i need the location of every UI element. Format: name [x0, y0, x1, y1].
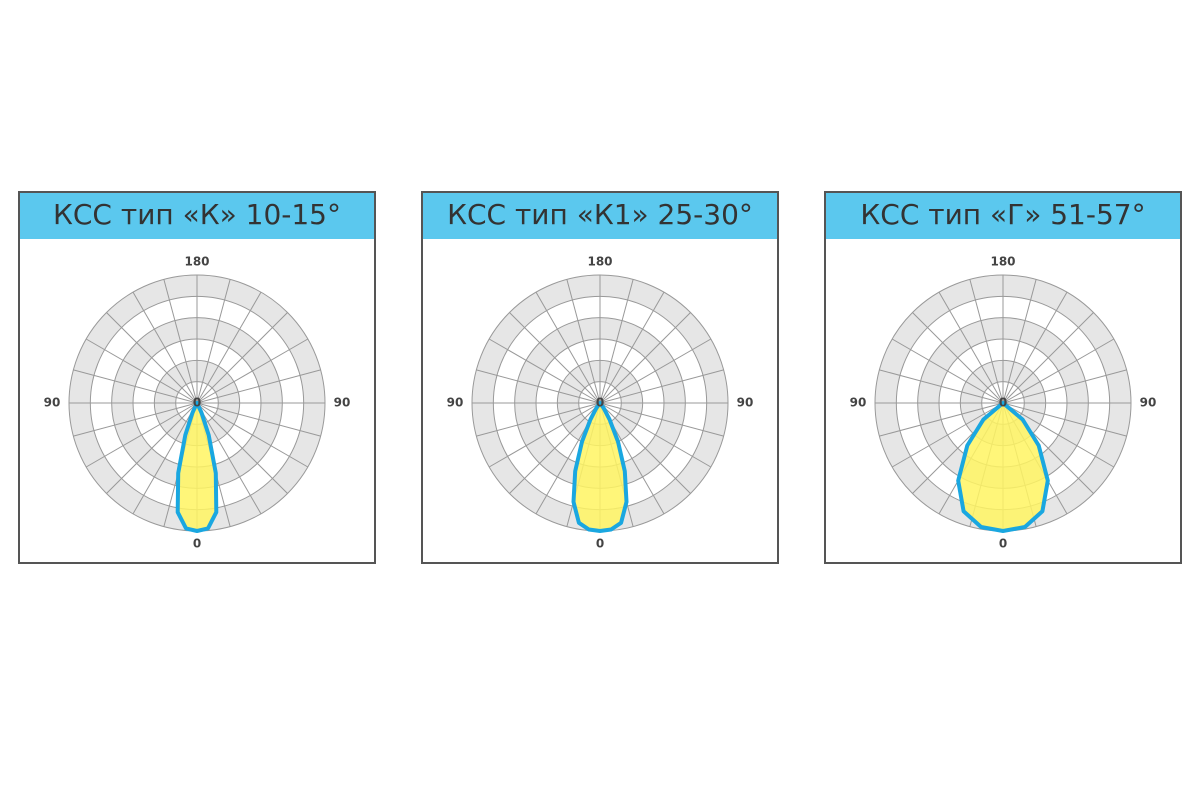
spoke: [85, 338, 198, 404]
chart: КСС тип «Г» 51-57° 0 90 180 90 0: [824, 191, 1182, 564]
panel-header: [20, 193, 374, 239]
spoke: [599, 402, 724, 437]
spoke: [163, 279, 198, 404]
distribution-curve: [571, 401, 629, 533]
center-label: 0: [596, 396, 604, 410]
angle-label: 90: [334, 396, 351, 410]
panel-title: КСС тип «Г» 51-57°: [860, 198, 1145, 231]
angle-label: 0: [193, 537, 201, 551]
spoke: [106, 312, 198, 404]
spoke: [599, 338, 712, 404]
spoke: [1002, 369, 1127, 404]
panel-header: [826, 193, 1180, 239]
spoke: [476, 402, 601, 437]
spoke: [85, 402, 198, 468]
angle-label: 90: [447, 396, 464, 410]
angle-label: 90: [44, 396, 61, 410]
spoke: [196, 402, 321, 437]
spoke: [1002, 338, 1115, 404]
spoke: [196, 402, 262, 515]
spoke: [196, 402, 288, 494]
angle-label: 90: [737, 396, 754, 410]
spoke: [73, 369, 198, 404]
spoke: [912, 312, 1004, 404]
spoke: [132, 402, 198, 515]
spoke: [938, 291, 1004, 404]
spoke: [488, 338, 601, 404]
spoke: [196, 279, 231, 404]
spoke: [599, 402, 691, 494]
spoke: [509, 312, 601, 404]
spoke: [599, 312, 691, 404]
spoke: [196, 291, 262, 404]
angle-label: 90: [1140, 396, 1157, 410]
spoke: [1002, 279, 1037, 404]
spoke: [535, 291, 601, 404]
angle-label: 90: [850, 396, 867, 410]
angle-label: 0: [999, 537, 1007, 551]
angle-label: 180: [990, 255, 1015, 269]
spoke: [891, 338, 1004, 404]
spoke: [196, 312, 288, 404]
chart: КСС тип «К» 10-15° 0 90 180 90 0: [18, 191, 376, 564]
angle-label: 0: [596, 537, 604, 551]
spoke: [73, 402, 198, 437]
spoke: [1002, 312, 1094, 404]
spoke: [488, 402, 601, 468]
spoke: [879, 402, 1004, 437]
spoke: [196, 369, 321, 404]
spoke: [196, 338, 309, 404]
spoke: [106, 402, 198, 494]
panel-title: КСС тип «К» 10-15°: [53, 198, 341, 231]
distribution-curve: [175, 401, 219, 533]
angle-label: 180: [587, 255, 612, 269]
spoke: [879, 369, 1004, 404]
chart: КСС тип «К1» 25-30° 0 90 180 90 0: [421, 191, 779, 564]
panel-header: [423, 193, 777, 239]
spoke: [969, 279, 1004, 404]
center-label: 0: [999, 396, 1007, 410]
panel-title: КСС тип «К1» 25-30°: [447, 198, 753, 231]
spoke: [132, 291, 198, 404]
spoke: [1002, 402, 1127, 437]
spoke: [1002, 291, 1068, 404]
spoke: [599, 291, 665, 404]
spoke: [509, 402, 601, 494]
spoke: [566, 279, 601, 404]
distribution-curve: [956, 401, 1050, 533]
spoke: [196, 402, 309, 468]
center-label: 0: [193, 396, 201, 410]
spoke: [1002, 402, 1115, 468]
spoke: [599, 279, 634, 404]
angle-label: 180: [184, 255, 209, 269]
spoke: [476, 369, 601, 404]
spoke: [599, 369, 724, 404]
spoke: [891, 402, 1004, 468]
spoke: [599, 402, 712, 468]
